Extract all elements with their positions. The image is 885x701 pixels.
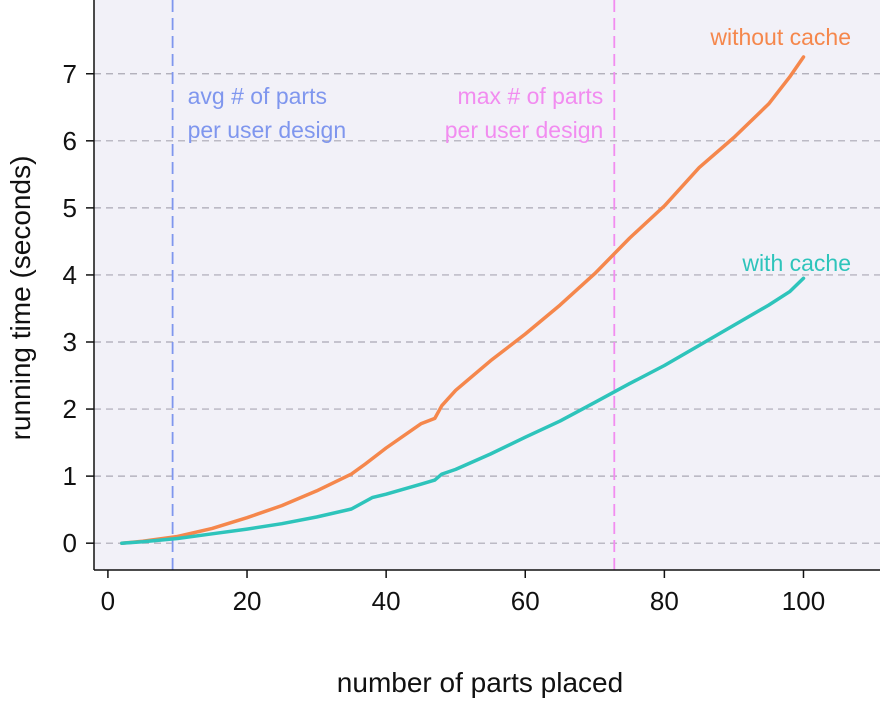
x-tick-label: 0 bbox=[101, 586, 115, 616]
plot-background bbox=[94, 0, 880, 570]
y-tick-label: 6 bbox=[63, 126, 77, 156]
y-tick-label: 5 bbox=[63, 193, 77, 223]
y-tick-label: 0 bbox=[63, 528, 77, 558]
x-tick-label: 100 bbox=[782, 586, 825, 616]
series-label: without cache bbox=[709, 24, 851, 50]
x-tick-label: 40 bbox=[372, 586, 401, 616]
reference-lines bbox=[171, 0, 616, 570]
reference-line-label: per user design bbox=[445, 117, 604, 143]
y-tick-label: 7 bbox=[63, 59, 77, 89]
series-line bbox=[120, 55, 806, 545]
y-tick-label: 3 bbox=[63, 327, 77, 357]
x-tick-label: 80 bbox=[650, 586, 679, 616]
y-tick-label: 2 bbox=[63, 394, 77, 424]
reference-line-label: avg # of parts bbox=[188, 83, 327, 109]
y-axis-title: running time (seconds) bbox=[5, 156, 36, 441]
x-axis-title: number of parts placed bbox=[337, 667, 623, 698]
tick-labels: 0 1 2 3 4 5 6 7 0 20 40 60 80 100 bbox=[63, 59, 826, 616]
x-tick-label: 60 bbox=[511, 586, 540, 616]
annotations: avg # of parts per user design max # of pa… bbox=[188, 24, 851, 276]
axes bbox=[93, 0, 880, 571]
y-tick-label: 1 bbox=[63, 461, 77, 491]
x-tick-label: 20 bbox=[233, 586, 262, 616]
gridlines bbox=[94, 73, 880, 544]
reference-line-label: per user design bbox=[188, 117, 347, 143]
series-label: with cache bbox=[741, 250, 851, 276]
y-tick-label: 4 bbox=[63, 260, 77, 290]
reference-line-label: max # of parts bbox=[458, 83, 604, 109]
series-lines bbox=[120, 55, 806, 545]
series-line bbox=[120, 276, 806, 545]
